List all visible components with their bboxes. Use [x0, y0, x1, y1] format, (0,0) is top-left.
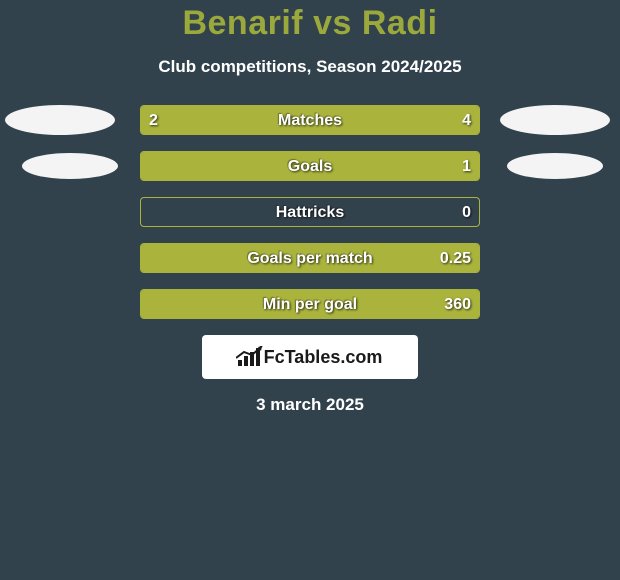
stat-row: 360Min per goal	[0, 289, 620, 319]
chart-icon-bar	[250, 352, 254, 366]
stat-label: Goals	[141, 152, 479, 180]
stat-label: Goals per match	[141, 244, 479, 272]
chart-icon-bar	[238, 360, 242, 366]
player-a-badge	[5, 105, 115, 135]
player-a-badge-small	[22, 153, 118, 179]
fctables-logo: FcTables.com	[202, 335, 418, 379]
comparison-bars: 24Matches 1Goals 0Hattricks 0.25Goals per m…	[0, 105, 620, 319]
subtitle: Club competitions, Season 2024/2025	[0, 57, 620, 77]
stat-label: Hattricks	[141, 198, 479, 226]
stat-bar: 0.25Goals per match	[140, 243, 480, 273]
player-a-name: Benarif	[182, 4, 303, 42]
stat-row: 24Matches	[0, 105, 620, 135]
chart-icon	[238, 348, 260, 366]
date-text: 3 march 2025	[0, 395, 620, 415]
stat-bar: 24Matches	[140, 105, 480, 135]
chart-icon-bar	[244, 356, 248, 366]
stat-bar: 360Min per goal	[140, 289, 480, 319]
player-b-badge	[500, 105, 610, 135]
figure-root: Benarif vs Radi Club competitions, Seaso…	[0, 0, 620, 580]
page-title: Benarif vs Radi	[0, 4, 620, 43]
player-b-name: Radi	[362, 4, 438, 42]
player-b-badge-small	[507, 153, 603, 179]
stat-row: 0Hattricks	[0, 197, 620, 227]
stat-row: 0.25Goals per match	[0, 243, 620, 273]
stat-row: 1Goals	[0, 151, 620, 181]
chart-icon-bar	[256, 348, 260, 366]
stat-bar: 0Hattricks	[140, 197, 480, 227]
logo-text: FcTables.com	[264, 347, 383, 368]
stat-label: Min per goal	[141, 290, 479, 318]
stat-bar: 1Goals	[140, 151, 480, 181]
vs-separator: vs	[313, 4, 352, 42]
stat-label: Matches	[141, 106, 479, 134]
